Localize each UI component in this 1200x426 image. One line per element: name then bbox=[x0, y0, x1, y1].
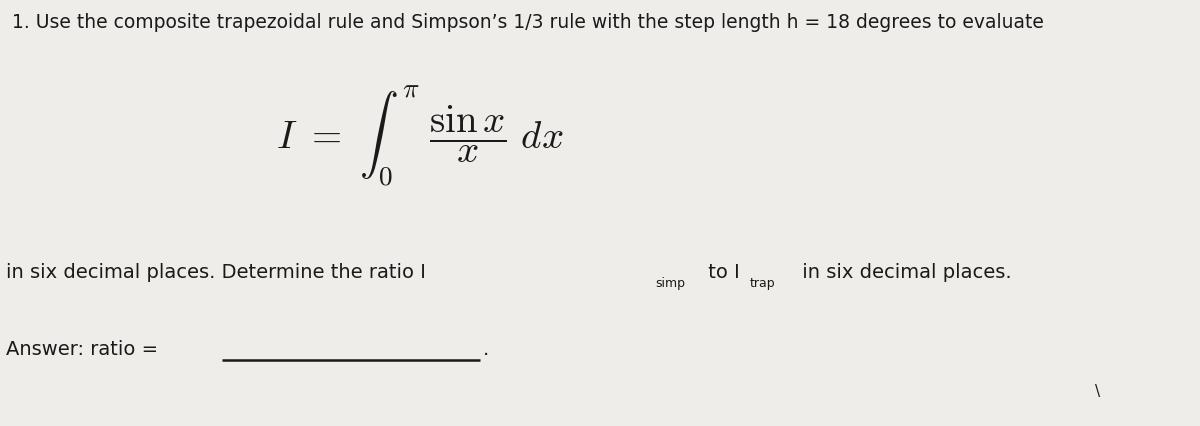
Text: trap: trap bbox=[750, 277, 775, 290]
Text: \: \ bbox=[1096, 384, 1100, 400]
Text: simp: simp bbox=[655, 277, 685, 290]
Text: 1. Use the composite trapezoidal rule and Simpson’s 1/3 rule with the step lengt: 1. Use the composite trapezoidal rule an… bbox=[12, 13, 1044, 32]
Text: in six decimal places.: in six decimal places. bbox=[796, 263, 1012, 282]
Text: Answer: ratio =: Answer: ratio = bbox=[6, 340, 164, 359]
Text: to I: to I bbox=[702, 263, 739, 282]
Text: .: . bbox=[482, 340, 488, 359]
Text: in six decimal places. Determine the ratio I: in six decimal places. Determine the rat… bbox=[6, 263, 426, 282]
Text: $I\ =\ \int_{0}^{\pi}\ \dfrac{\sin x}{x}\ dx$: $I\ =\ \int_{0}^{\pi}\ \dfrac{\sin x}{x}… bbox=[276, 84, 564, 189]
